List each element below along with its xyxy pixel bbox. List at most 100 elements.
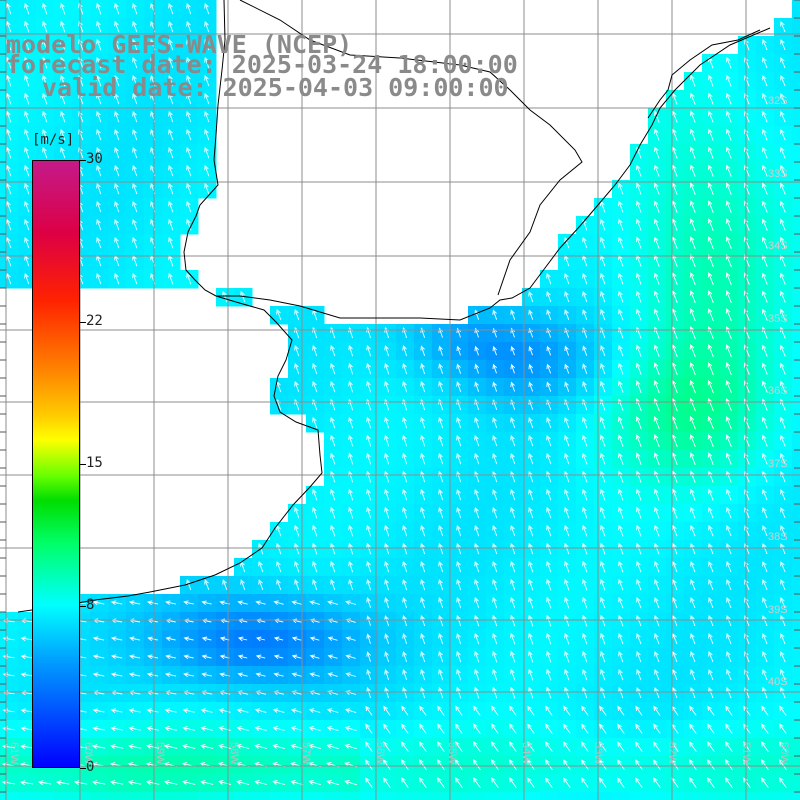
wind-arrow <box>707 146 714 159</box>
wind-arrow <box>146 672 159 678</box>
wind-arrow <box>438 668 444 681</box>
wind-arrow <box>455 741 463 753</box>
wind-arrow <box>689 236 696 249</box>
wind-arrow <box>438 650 444 663</box>
wind-arrow <box>402 362 408 375</box>
wind-arrow <box>672 488 678 501</box>
wind-arrow <box>438 578 444 591</box>
wind-arrow <box>600 236 606 249</box>
wind-arrow <box>132 128 138 141</box>
wind-arrow <box>762 579 768 591</box>
wind-arrow <box>366 542 372 555</box>
wind-arrow <box>132 218 138 231</box>
wind-arrow <box>168 218 174 231</box>
wind-arrow <box>510 452 516 465</box>
wind-arrow <box>725 452 732 465</box>
wind-arrow <box>725 128 732 141</box>
wind-arrow <box>20 726 33 732</box>
wind-arrow <box>708 542 714 555</box>
wind-arrow <box>456 363 462 374</box>
wind-arrow <box>779 344 786 357</box>
wind-arrow <box>236 708 249 713</box>
latitude-label: 33S <box>768 168 788 180</box>
wind-arrow <box>726 110 732 123</box>
wind-arrow <box>312 542 318 555</box>
wind-arrow <box>456 416 462 429</box>
wind-arrow <box>96 272 102 285</box>
wind-arrow <box>707 272 714 286</box>
wind-arrow <box>438 524 444 537</box>
wind-arrow <box>20 654 33 660</box>
wind-arrow <box>546 434 552 447</box>
wind-arrow <box>654 128 660 141</box>
wind-arrow <box>110 726 123 731</box>
wind-arrow <box>582 272 588 285</box>
wind-arrow <box>636 524 642 537</box>
wind-arrow <box>419 741 427 753</box>
wind-arrow <box>348 434 354 447</box>
wind-arrow <box>237 654 248 660</box>
wind-arrow <box>600 488 606 501</box>
wind-arrow <box>366 578 372 591</box>
wind-arrow <box>420 560 426 573</box>
wind-arrow <box>438 434 444 447</box>
wind-cell <box>126 792 145 800</box>
wind-arrow <box>654 578 660 591</box>
wind-arrow <box>653 218 660 231</box>
wind-cell <box>792 702 800 721</box>
wind-arrow <box>492 417 498 429</box>
wind-arrow <box>779 741 787 753</box>
wind-arrow <box>272 726 285 731</box>
wind-arrow <box>708 633 714 645</box>
wind-arrow <box>114 2 120 15</box>
wind-arrow <box>779 272 786 285</box>
wind-arrow <box>762 686 768 699</box>
wind-arrow <box>635 470 642 483</box>
wind-arrow <box>456 686 462 699</box>
wind-arrow <box>312 344 318 357</box>
wind-arrow <box>618 272 624 285</box>
wind-arrow <box>780 632 786 645</box>
wind-arrow <box>384 506 390 519</box>
wind-arrow <box>492 363 498 374</box>
wind-arrow <box>6 74 12 87</box>
wind-cell <box>468 792 487 800</box>
wind-arrow <box>689 705 697 716</box>
wind-arrow <box>438 686 444 699</box>
wind-arrow <box>779 182 786 195</box>
wind-arrow <box>671 128 678 141</box>
wind-arrow <box>653 452 660 465</box>
wind-arrow <box>618 308 624 321</box>
wind-arrow <box>600 686 606 699</box>
wind-arrow <box>20 636 33 642</box>
wind-arrow <box>564 363 570 374</box>
wind-arrow <box>114 272 120 285</box>
wind-arrow <box>168 146 174 159</box>
wind-arrow <box>384 542 390 555</box>
wind-arrow <box>636 272 642 285</box>
wind-arrow <box>186 146 192 159</box>
wind-arrow <box>254 780 268 785</box>
wind-arrow <box>365 777 373 789</box>
wind-arrow <box>472 759 481 771</box>
wind-arrow <box>183 654 194 660</box>
wind-arrow <box>182 726 195 731</box>
wind-arrow <box>456 596 462 609</box>
wind-arrow <box>474 614 480 627</box>
wind-arrow <box>163 780 178 785</box>
wind-arrow <box>330 488 336 501</box>
wind-arrow <box>510 578 516 591</box>
wind-arrow <box>366 651 371 662</box>
wind-arrow <box>204 110 210 123</box>
wind-arrow <box>308 708 321 713</box>
wind-arrow <box>330 452 336 465</box>
wind-arrow <box>618 668 624 681</box>
wind-arrow <box>294 542 300 555</box>
wind-arrow <box>60 56 66 69</box>
wind-cell <box>792 396 800 415</box>
wind-arrow <box>510 632 516 645</box>
wind-arrow <box>707 182 714 195</box>
wind-cell <box>306 792 325 800</box>
wind-arrow <box>545 723 553 734</box>
wind-arrow <box>707 200 714 213</box>
